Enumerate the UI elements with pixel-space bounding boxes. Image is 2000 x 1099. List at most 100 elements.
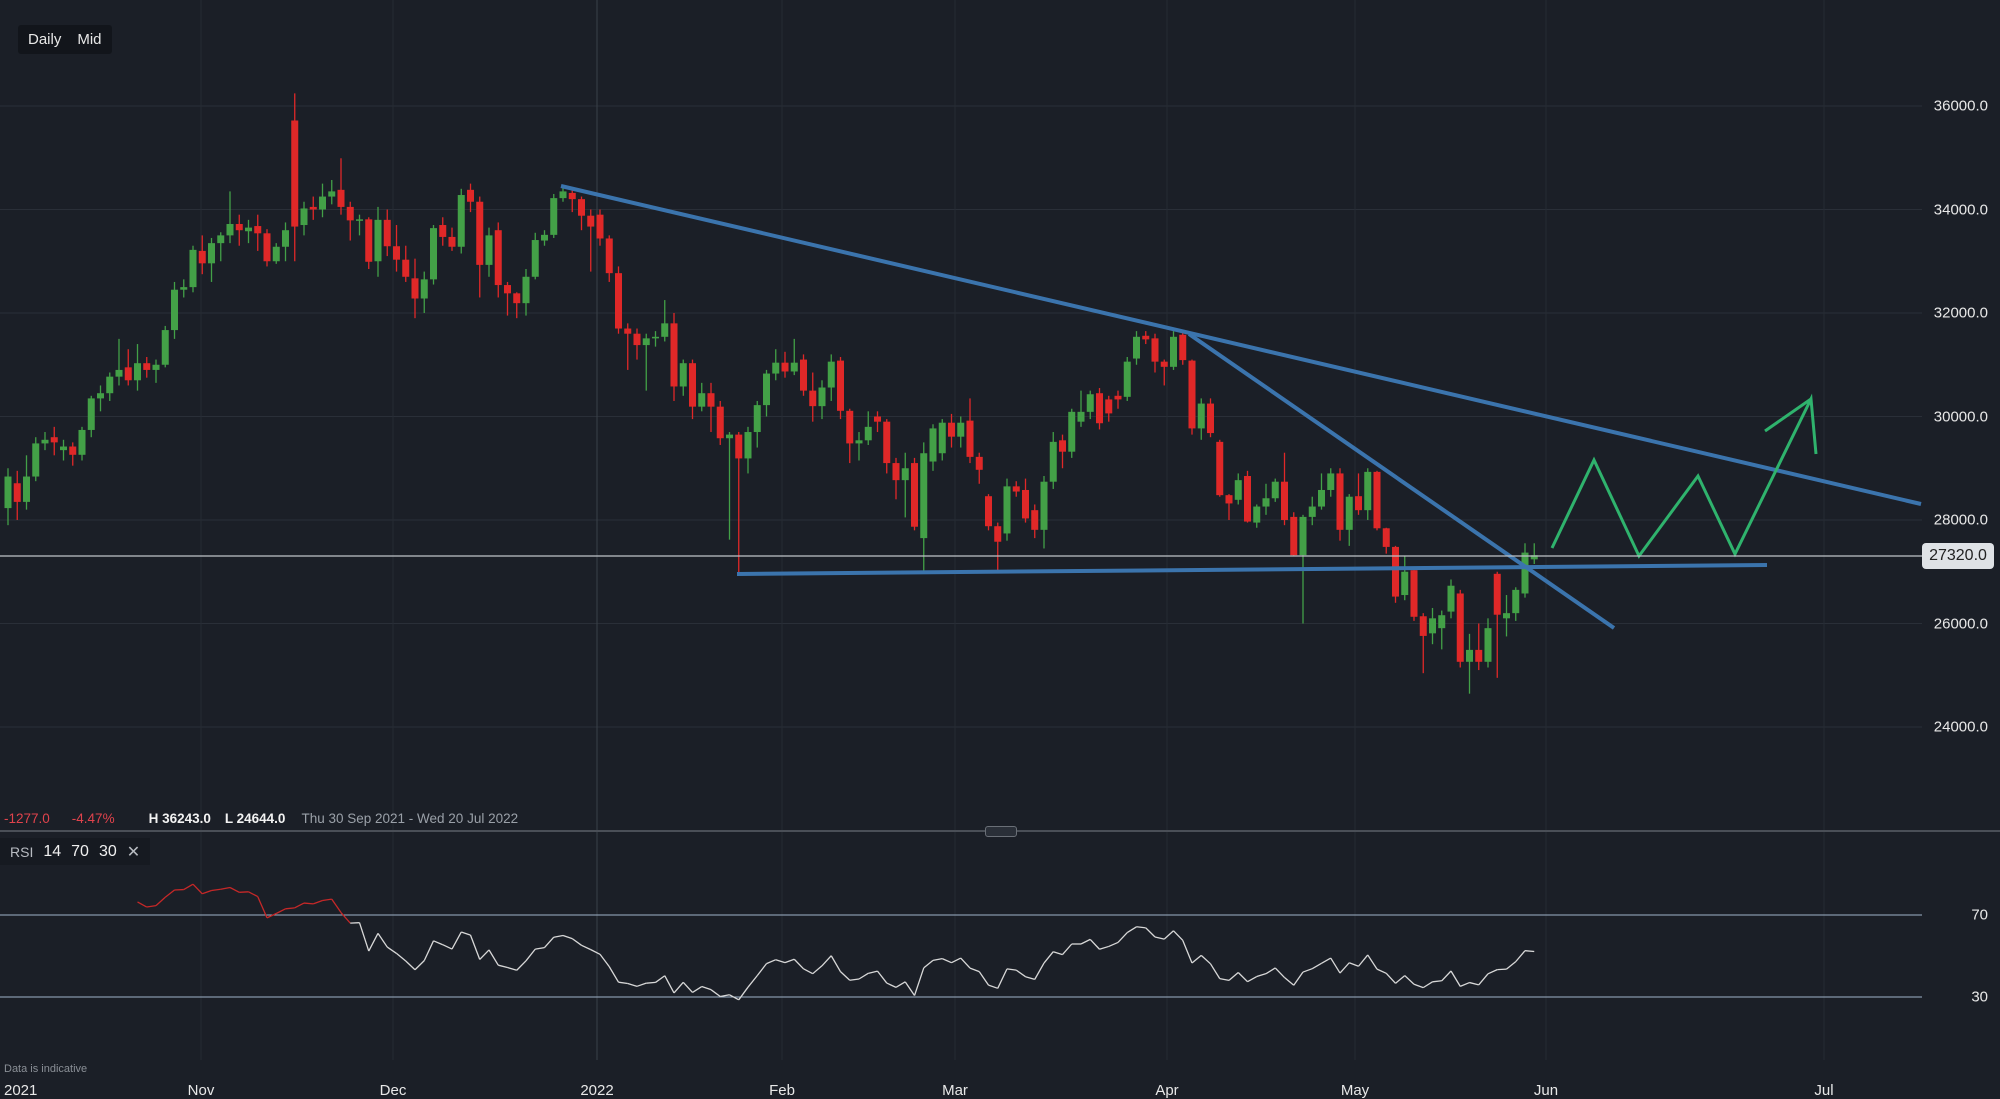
candle-body xyxy=(1485,628,1492,662)
candle-body xyxy=(236,224,243,230)
candle-body xyxy=(587,216,594,227)
candle xyxy=(486,228,493,277)
rsi-segment xyxy=(896,982,905,987)
rsi-upper: 70 xyxy=(71,843,89,861)
candle-body xyxy=(1503,613,1510,618)
candle xyxy=(1096,388,1103,429)
candle xyxy=(60,440,67,461)
candle-body xyxy=(643,338,650,345)
candle-body xyxy=(393,246,400,259)
candle-body xyxy=(449,237,456,247)
candle-body xyxy=(356,219,363,221)
candle xyxy=(439,217,446,245)
candle xyxy=(1253,504,1260,527)
rsi-segment xyxy=(1183,940,1192,963)
rsi-segment xyxy=(1174,931,1183,941)
candle-body xyxy=(69,447,76,455)
candle-body xyxy=(273,247,280,261)
rsi-segment xyxy=(286,908,295,909)
timeframe-badge[interactable]: Daily Mid xyxy=(18,25,112,54)
candle-body xyxy=(227,224,234,235)
time-tick-label: 2021 xyxy=(4,1082,37,1099)
candle xyxy=(735,432,742,573)
candle xyxy=(116,339,123,386)
support-line[interactable] xyxy=(737,565,1767,574)
rsi-segment xyxy=(1127,927,1136,933)
candle xyxy=(624,323,631,370)
price-tick-label: 34000.0 xyxy=(1934,201,1988,218)
candle xyxy=(782,352,789,378)
high-value: H 36243.0 xyxy=(149,811,211,826)
candle xyxy=(1429,608,1436,644)
candle-body xyxy=(1189,361,1196,429)
rsi-segment xyxy=(1340,963,1349,973)
candle-body xyxy=(606,238,613,273)
rsi-segment xyxy=(1322,958,1331,963)
price-type-label[interactable]: Mid xyxy=(77,31,101,48)
candle xyxy=(1290,512,1297,556)
rsi-segment xyxy=(230,888,239,893)
candle-body xyxy=(939,423,946,454)
rsi-segment xyxy=(776,960,785,963)
candle xyxy=(1226,494,1233,520)
candle-body xyxy=(1466,650,1473,662)
price-tick-label: 24000.0 xyxy=(1934,719,1988,736)
candle xyxy=(920,442,927,572)
stats-bar: -1277.0 -4.47% H 36243.0 L 24644.0 Thu 3… xyxy=(4,811,518,826)
candle-body xyxy=(42,440,49,444)
candle xyxy=(51,427,58,455)
candle xyxy=(1281,453,1288,525)
candle xyxy=(282,222,289,261)
rsi-header[interactable]: RSI 14 70 30 ✕ xyxy=(0,838,150,865)
rsi-segment xyxy=(1201,955,1210,963)
candle xyxy=(606,235,613,282)
rsi-name: RSI xyxy=(10,844,33,860)
time-tick-label: Apr xyxy=(1155,1082,1178,1099)
candle-body xyxy=(458,195,465,247)
rsi-segment xyxy=(989,985,998,988)
candle xyxy=(652,331,659,347)
rsi-segment xyxy=(1414,984,1423,987)
candle xyxy=(754,401,761,448)
candle xyxy=(708,383,715,432)
candle-body xyxy=(532,240,539,277)
candle-body xyxy=(1290,517,1297,555)
candle xyxy=(911,458,918,530)
rsi-segment xyxy=(572,939,581,946)
candle-body xyxy=(1105,399,1112,413)
rsi-segment xyxy=(1294,972,1303,985)
timeframe-label[interactable]: Daily xyxy=(28,31,61,48)
rsi-segment xyxy=(665,976,674,993)
panel-resize-handle[interactable] xyxy=(985,826,1017,837)
candle-body xyxy=(1050,442,1057,482)
rsi-segment xyxy=(397,953,406,961)
candle-body xyxy=(338,190,345,207)
candle-body xyxy=(79,430,86,455)
upper-trendline[interactable] xyxy=(561,186,1921,504)
candle-body xyxy=(994,526,1001,542)
candle xyxy=(319,184,326,218)
candle-body xyxy=(893,463,900,480)
candle xyxy=(384,210,391,257)
candle-body xyxy=(467,190,474,202)
candle-body xyxy=(1272,482,1279,499)
rsi-segment xyxy=(276,909,285,914)
candle-body xyxy=(911,463,918,527)
candle xyxy=(1337,468,1344,540)
candle xyxy=(893,458,900,499)
candle xyxy=(1170,331,1177,370)
rsi-segment xyxy=(628,983,637,986)
candle xyxy=(476,197,483,298)
candle xyxy=(1059,435,1066,469)
rsi-segment xyxy=(1090,939,1099,949)
candle-body xyxy=(624,329,631,334)
rsi-segment xyxy=(1423,982,1432,988)
candle-body xyxy=(874,417,881,422)
close-x-icon[interactable]: ✕ xyxy=(127,842,140,862)
rsi-segment xyxy=(794,959,803,969)
candle xyxy=(273,243,280,264)
candle xyxy=(162,326,169,367)
candle-body xyxy=(143,363,150,370)
rsi-segment xyxy=(443,945,452,949)
